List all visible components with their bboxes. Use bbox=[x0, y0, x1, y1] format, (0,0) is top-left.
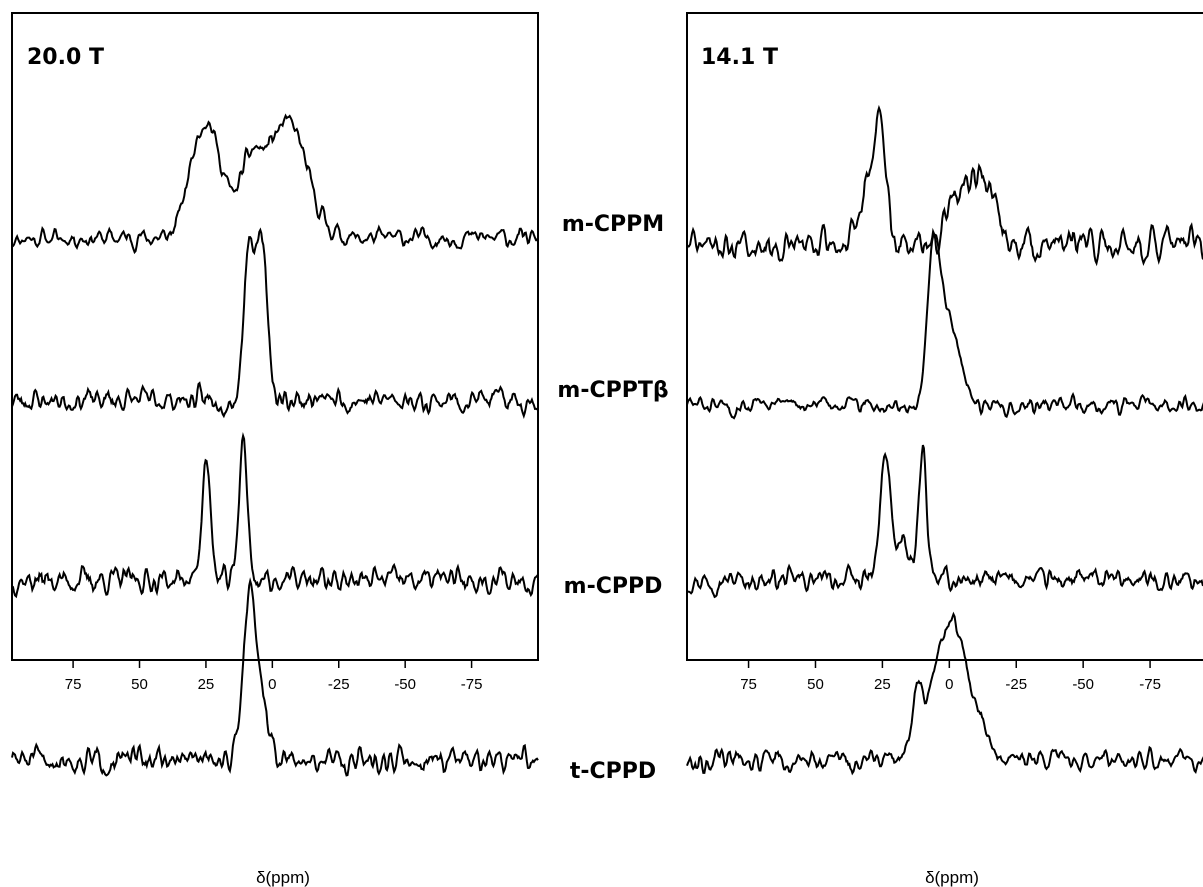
x-axis-title: δ(ppm) bbox=[925, 868, 979, 887]
sample-label-m-cppd: m-CPPD bbox=[564, 574, 663, 599]
panel-frame bbox=[11, 12, 539, 661]
spectrum-trace-m-cppd bbox=[11, 432, 539, 599]
spectrum-trace-t-cppd bbox=[686, 611, 1203, 776]
x-tick-label: 75 bbox=[65, 676, 82, 693]
x-tick-label: -50 bbox=[1072, 676, 1094, 693]
x-tick-label: 25 bbox=[874, 676, 891, 693]
sample-label-t-cppd: t-CPPD bbox=[570, 759, 656, 784]
spectrum-trace-m-cppt- bbox=[686, 233, 1203, 420]
x-axis-ticks: 75 50 25 0 -25 -50 -75 bbox=[740, 660, 1161, 693]
x-tick-label: -25 bbox=[328, 676, 350, 693]
spectra-group bbox=[686, 104, 1203, 776]
sample-label-m-cppm: m-CPPM bbox=[562, 212, 664, 237]
spectra-group bbox=[11, 113, 539, 777]
x-axis-ticks: 75 50 25 0 -25 -50 -75 bbox=[65, 660, 483, 693]
x-tick-label: -25 bbox=[1005, 676, 1027, 693]
panel-right: 14.1 T 75 50 25 0 -25 -50 -75 δ(ppm) bbox=[686, 12, 1203, 887]
panel-title: 20.0 T bbox=[27, 45, 104, 70]
spectrum-trace-t-cppd bbox=[11, 577, 539, 777]
x-tick-label: 0 bbox=[268, 676, 276, 693]
spectrum-trace-m-cppd bbox=[686, 444, 1203, 599]
panel-left: 20.0 T 75 50 25 0 -25 -50 -75 δ(ppm) bbox=[11, 12, 539, 887]
x-tick-label: 50 bbox=[131, 676, 148, 693]
spectrum-trace-m-cppm bbox=[11, 113, 539, 255]
sample-labels: m-CPPM m-CPPTβ m-CPPD t-CPPD bbox=[557, 212, 668, 784]
x-tick-label: 75 bbox=[740, 676, 757, 693]
spectrum-trace-m-cppt- bbox=[11, 227, 539, 420]
x-tick-label: 25 bbox=[198, 676, 215, 693]
spectrum-trace-m-cppm bbox=[686, 104, 1203, 267]
panel-frame bbox=[686, 12, 1203, 661]
sample-label-m-cpptb: m-CPPTβ bbox=[557, 378, 668, 403]
x-tick-label: -75 bbox=[461, 676, 483, 693]
x-tick-label: -50 bbox=[394, 676, 416, 693]
panel-title: 14.1 T bbox=[701, 45, 778, 70]
x-tick-label: 50 bbox=[807, 676, 824, 693]
x-tick-label: 0 bbox=[945, 676, 953, 693]
x-axis-title: δ(ppm) bbox=[256, 868, 310, 887]
x-tick-label: -75 bbox=[1139, 676, 1161, 693]
